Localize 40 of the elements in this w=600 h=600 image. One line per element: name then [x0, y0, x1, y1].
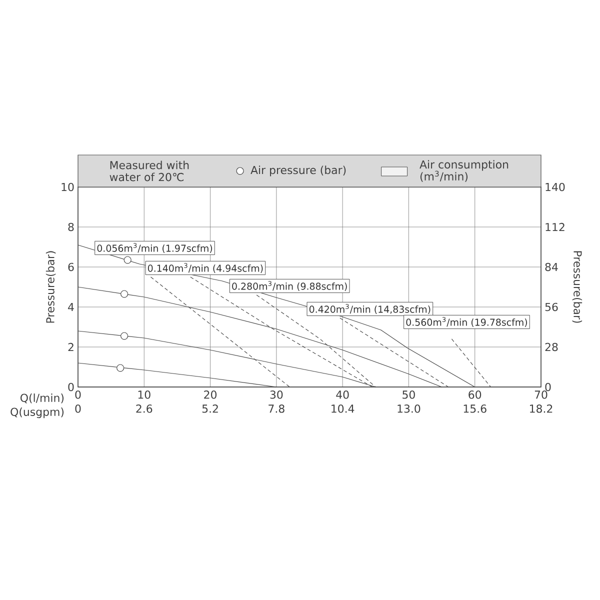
- y2-tick-label: 56: [545, 302, 558, 312]
- legend-label: Air pressure (bar): [250, 166, 346, 176]
- x2-tick-label: 0: [75, 404, 81, 413]
- text: 0.420m$^{3}$/min (14,83scfm): [309, 304, 430, 314]
- y2-tick-label: 140: [546, 182, 565, 192]
- x-tick-label: 60: [468, 390, 482, 399]
- x-tick-label: 40: [336, 390, 349, 399]
- y-tick-label: 10: [62, 182, 74, 192]
- y2-axis-title: Pressure(bar): [572, 251, 582, 323]
- x-tick-label: 30: [270, 390, 283, 399]
- text: 0.280m$^{3}$/min (9.88scfm): [232, 280, 347, 291]
- x2-axis-title: Q(usgpm): [10, 408, 64, 418]
- x-tick-label: 0: [75, 390, 81, 399]
- x2-tick-label: 10.4: [332, 404, 354, 413]
- x-tick-label: 50: [402, 390, 415, 399]
- y2-tick-label: 112: [546, 222, 564, 232]
- y-axis-title: Pressure(bar): [46, 251, 56, 323]
- x-axis-title: Q(l/min): [20, 394, 64, 404]
- y-tick-label: 6: [68, 262, 74, 272]
- y-tick-label: 8: [68, 222, 74, 232]
- x2-tick-label: 7.8: [268, 404, 284, 413]
- y2-tick-label: 0: [545, 382, 551, 392]
- series-label: 0.140m$^{3}$/min (4.94scfm): [148, 262, 263, 273]
- x2-tick-label: 18.2: [530, 404, 552, 413]
- x-tick-label: 10: [138, 390, 150, 399]
- text: Measured with water of 20℃: [110, 160, 189, 182]
- y2-tick-label: 28: [545, 342, 558, 352]
- y-tick-label: 4: [68, 303, 74, 311]
- y-tick-label: 0: [68, 382, 74, 392]
- y2-tick-label: 84: [545, 262, 558, 272]
- x2-tick-label: 2.6: [136, 404, 152, 413]
- x2-tick-label: 13.0: [398, 404, 420, 413]
- text: 0.560m$^{3}$/min (19.78scfm): [406, 316, 527, 327]
- x-tick-label: 70: [534, 390, 548, 399]
- text: Air consumption (m$^{3}$/min): [420, 160, 508, 182]
- x2-tick-label: 15.6: [464, 404, 486, 413]
- text: 0.056m$^{3}$/min (1.97scfm): [97, 242, 212, 253]
- x-tick-label: 20: [204, 390, 217, 399]
- x2-tick-label: 5.2: [202, 404, 218, 413]
- y-tick-label: 2: [68, 342, 74, 352]
